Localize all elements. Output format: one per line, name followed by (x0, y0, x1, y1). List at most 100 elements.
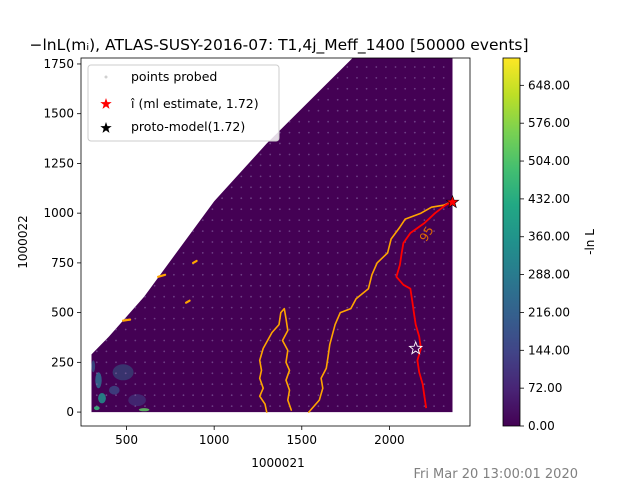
probed-point (259, 284, 262, 287)
probed-point (413, 219, 416, 222)
probed-point (279, 208, 281, 211)
probed-point (365, 306, 368, 309)
probed-point (404, 98, 407, 101)
probed-point (394, 372, 397, 375)
probed-point (327, 273, 329, 276)
probed-point (375, 252, 378, 254)
probed-point (134, 361, 137, 364)
probed-point (250, 361, 252, 364)
probed-point (375, 350, 378, 353)
probed-point (327, 131, 329, 134)
probed-point (144, 372, 146, 375)
probed-point (413, 208, 416, 211)
probed-point (163, 317, 166, 320)
probed-point (288, 328, 291, 331)
probed-point (95, 361, 98, 364)
probed-point (173, 405, 175, 407)
probed-point (279, 153, 281, 156)
probed-point (385, 241, 387, 243)
probed-point (173, 284, 175, 287)
probed-point (317, 306, 320, 309)
probed-point (327, 219, 329, 222)
probed-point (442, 263, 445, 265)
probed-point (279, 164, 281, 167)
probed-point (375, 120, 378, 123)
probed-point (269, 219, 272, 222)
probed-point (423, 230, 426, 233)
probed-point (365, 208, 368, 211)
probed-point (365, 175, 368, 178)
probed-point (317, 383, 320, 386)
probed-point (317, 186, 320, 189)
probed-point (230, 394, 233, 397)
low-likelihood-patch (94, 406, 100, 411)
probed-point (173, 263, 175, 265)
contour-ml (395, 200, 453, 409)
probed-point (269, 328, 272, 331)
probed-point (375, 372, 378, 375)
probed-point (259, 328, 262, 331)
probed-point (182, 317, 185, 320)
probed-point (336, 394, 339, 397)
probed-point (317, 295, 320, 298)
probed-point (182, 295, 185, 298)
probed-point (211, 317, 214, 320)
probed-point (442, 252, 445, 254)
probed-point (298, 317, 301, 320)
probed-point (356, 284, 358, 287)
probed-point (134, 306, 137, 309)
probed-point (307, 197, 310, 200)
colorbar-label: -ln L (583, 229, 597, 255)
probed-point (163, 284, 166, 287)
probed-point (211, 295, 214, 298)
probed-point (105, 372, 108, 375)
probed-point (336, 109, 339, 112)
probed-point (182, 394, 185, 397)
contour-95 (121, 200, 454, 413)
contour-95-label: 95 (417, 224, 437, 244)
probed-point (413, 197, 416, 200)
probed-point (221, 197, 224, 200)
probed-point (385, 98, 387, 101)
probed-point (413, 131, 416, 134)
probed-point (298, 164, 301, 167)
probed-point (259, 350, 262, 353)
probed-point (230, 284, 233, 287)
probed-point (394, 350, 397, 353)
probed-point (346, 219, 349, 222)
probed-point (230, 263, 233, 265)
probed-point (375, 175, 378, 178)
probed-point (250, 306, 252, 309)
probed-point (173, 273, 175, 276)
probed-point (298, 131, 301, 134)
probed-point (346, 306, 349, 309)
probed-point (153, 284, 156, 287)
colorbar-tick-label: 360.00 (528, 230, 570, 244)
probed-point (269, 350, 272, 353)
probed-point (442, 153, 445, 156)
probed-point (279, 339, 281, 342)
probed-point (105, 361, 108, 364)
probed-point (307, 230, 310, 233)
probed-point (375, 109, 378, 112)
probed-point (336, 350, 339, 353)
probed-point (259, 186, 262, 189)
probed-point (385, 372, 387, 375)
probed-point (298, 350, 301, 353)
probed-point (279, 252, 281, 254)
probed-point (288, 252, 291, 254)
probed-point (105, 405, 108, 407)
probed-point (385, 273, 387, 276)
probed-point (259, 317, 262, 320)
probed-point (279, 273, 281, 276)
colorbar-tick-label: 216.00 (528, 305, 570, 319)
probed-point (298, 405, 301, 407)
probed-point (211, 273, 214, 276)
probed-point (327, 164, 329, 167)
probed-point (346, 252, 349, 254)
probed-point (288, 197, 291, 200)
y-tick-label: 500 (51, 306, 74, 320)
probed-point (394, 252, 397, 254)
contour-95-line (192, 259, 198, 264)
probed-point (375, 405, 378, 407)
